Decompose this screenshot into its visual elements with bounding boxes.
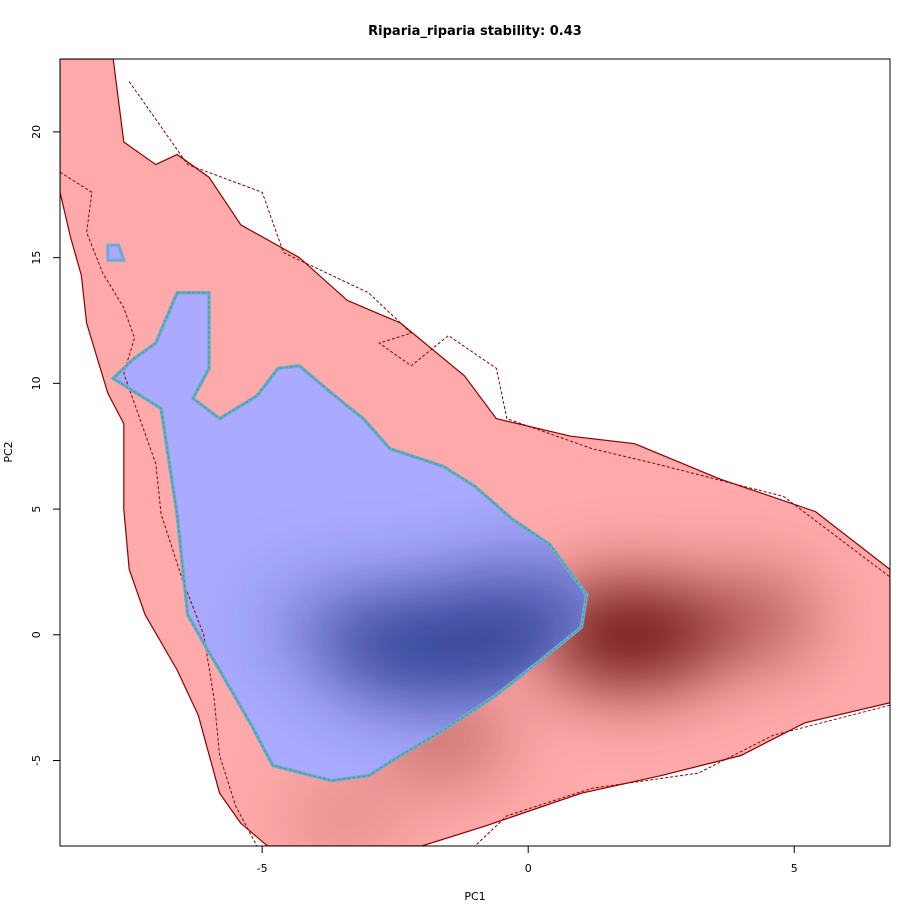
- y-tick-label-2: 5: [30, 506, 43, 513]
- plot-frame: [59, 58, 891, 847]
- x-tick-label-0: -5: [257, 862, 268, 875]
- red-density-hotspot-3: [289, 784, 395, 846]
- chart-title: Riparia_riparia stability: 0.43: [368, 24, 582, 39]
- blue-density-hotspot-1: [436, 556, 587, 654]
- y-axis: -5 0 5 10 15 20: [30, 125, 60, 766]
- x-axis-label: PC1: [464, 890, 485, 903]
- x-axis: -5 0 5: [257, 846, 798, 875]
- y-tick-label-4: 15: [30, 251, 43, 265]
- contour-layer: [60, 59, 890, 846]
- red-dashed-contour-0: [60, 171, 258, 846]
- y-tick-label-5: 20: [30, 125, 43, 139]
- y-axis-label: PC2: [2, 441, 15, 462]
- y-tick-label-3: 10: [30, 376, 43, 390]
- x-tick-label-2: 5: [791, 862, 798, 875]
- y-tick-label-0: -5: [30, 755, 43, 766]
- red-density-hotspot-1: [684, 579, 820, 660]
- blue-small-patch: [106, 243, 126, 262]
- blue-range-layer: [106, 243, 587, 781]
- red-dashed-contour-2: [474, 704, 890, 846]
- red-dashed-contour-1: [128, 81, 890, 578]
- x-tick-label-1: 0: [525, 862, 532, 875]
- y-tick-label-1: 0: [30, 631, 43, 638]
- blue-density-group: [257, 556, 587, 706]
- blue-dashed-contour: [112, 292, 588, 782]
- red-range-outline: [60, 59, 890, 846]
- blue-density-hotspot-2: [257, 582, 427, 668]
- plot-region: [60, 59, 890, 846]
